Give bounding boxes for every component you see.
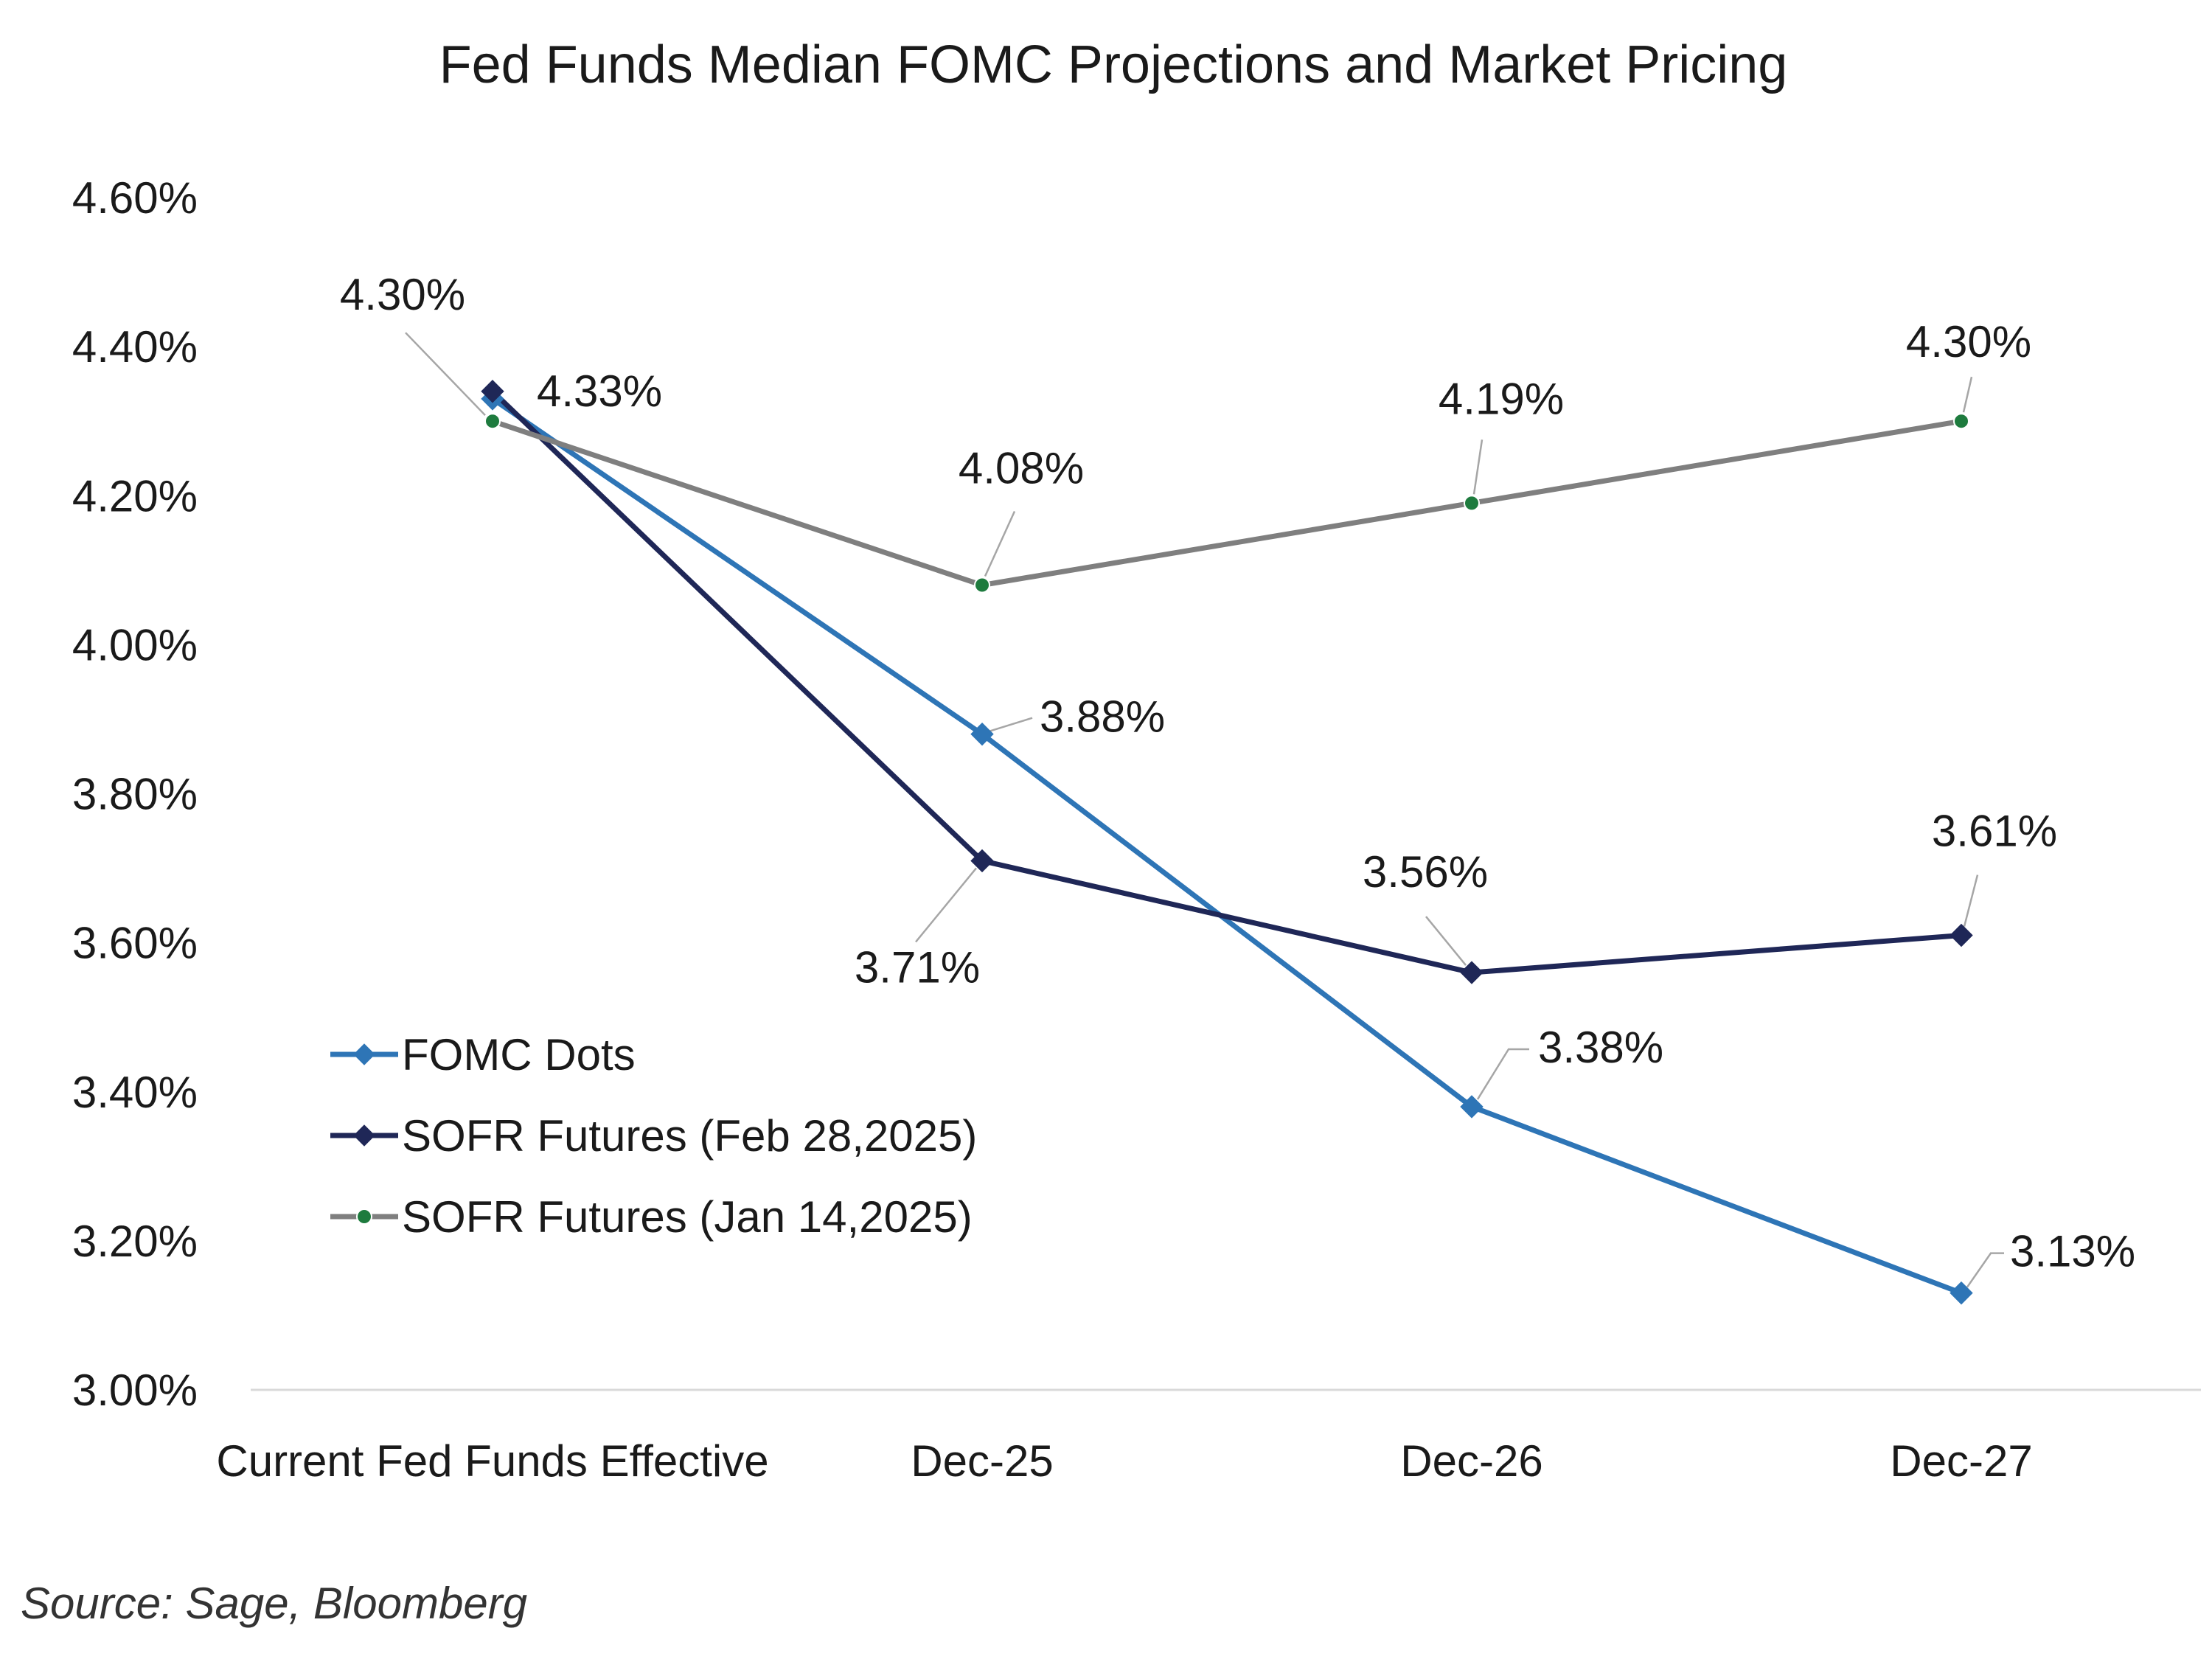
y-tick-label: 4.60%	[72, 173, 198, 223]
legend-swatch-marker	[353, 1043, 375, 1065]
label-leader-line	[1966, 1252, 2004, 1288]
label-leader-line	[1425, 916, 1467, 966]
fomc-dots-label: 3.13%	[2010, 1227, 2135, 1276]
fomc-dots-label: 3.38%	[1538, 1023, 1663, 1072]
y-tick-label: 4.20%	[72, 471, 198, 521]
label-leader-line	[1962, 376, 1973, 413]
sofr-feb-point	[970, 849, 994, 873]
legend-swatch-marker	[353, 1124, 375, 1147]
sofr-feb-label: 3.71%	[855, 942, 980, 992]
legend-label: FOMC Dots	[402, 1030, 636, 1079]
chart-title: Fed Funds Median FOMC Projections and Ma…	[439, 35, 1788, 94]
legend-item-sofr-jan: SOFR Futures (Jan 14,2025)	[330, 1192, 973, 1242]
y-tick-label: 3.80%	[72, 770, 198, 819]
legend-item-fomc-dots: FOMC Dots	[330, 1030, 636, 1079]
sofr-jan-point	[974, 577, 990, 594]
x-tick-label: Dec-26	[1400, 1436, 1543, 1486]
sofr-jan-line	[491, 418, 1962, 588]
x-tick-label: Dec-27	[1890, 1436, 2032, 1486]
label-leader-line	[1963, 874, 1979, 927]
fomc-dots-label: 4.33%	[537, 366, 662, 416]
label-leader-line	[1476, 1048, 1529, 1100]
label-leader-line	[984, 511, 1016, 577]
fomc-dots-point	[1460, 1095, 1484, 1119]
fomc-dots-line	[491, 396, 1963, 1295]
fomc-dots-point	[1950, 1281, 1973, 1305]
label-leader-lines	[405, 332, 2004, 1288]
x-tick-label: Current Fed Funds Effective	[216, 1436, 768, 1486]
x-tick-label: Dec-25	[911, 1436, 1053, 1486]
sofr-feb-label: 3.61%	[1932, 807, 2057, 856]
series-lines	[490, 389, 1963, 1295]
y-tick-label: 3.40%	[72, 1068, 198, 1117]
series-markers	[481, 380, 1973, 1305]
legend-swatch-marker	[356, 1208, 372, 1225]
fomc-dots-label: 3.88%	[1040, 692, 1165, 742]
source-note: Source: Sage, Bloomberg	[21, 1579, 527, 1628]
legend: FOMC Dots SOFR Futures (Feb 28,2025) SOFR …	[330, 1030, 977, 1242]
label-leader-line	[915, 867, 977, 943]
sofr-jan-label: 4.19%	[1439, 374, 1564, 423]
x-axis: Current Fed Funds Effective Dec-25 Dec-26 D…	[216, 1436, 2032, 1486]
y-axis: 3.00% 3.20% 3.40% 3.60% 3.80% 4.00% 4.20% 4.40%…	[72, 173, 198, 1415]
sofr-jan-label: 4.30%	[340, 270, 465, 319]
sofr-feb-line	[490, 389, 1962, 975]
sofr-jan-label: 4.08%	[959, 444, 1084, 493]
y-tick-label: 4.00%	[72, 620, 198, 669]
data-labels: 4.33% 3.88% 3.38% 3.13% 3.71% 3.56% 3.61% 4.30%…	[340, 270, 2135, 1276]
label-leader-line	[1472, 439, 1484, 495]
y-tick-label: 3.60%	[72, 919, 198, 968]
sofr-jan-point	[1464, 495, 1480, 512]
y-tick-label: 3.20%	[72, 1217, 198, 1266]
sofr-feb-point	[1460, 961, 1484, 984]
label-leader-line	[989, 717, 1033, 732]
legend-item-sofr-feb: SOFR Futures (Feb 28,2025)	[330, 1111, 977, 1161]
sofr-jan-point	[484, 413, 501, 430]
label-leader-line	[405, 332, 486, 417]
legend-label: SOFR Futures (Jan 14,2025)	[402, 1192, 973, 1242]
sofr-feb-point	[481, 380, 504, 403]
sofr-jan-point	[1953, 413, 1969, 430]
sofr-feb-label: 3.56%	[1363, 847, 1488, 897]
y-tick-label: 4.40%	[72, 322, 198, 372]
sofr-feb-point	[1950, 923, 1973, 947]
y-tick-label: 3.00%	[72, 1366, 198, 1415]
fomc-dots-point	[970, 722, 994, 746]
legend-label: SOFR Futures (Feb 28,2025)	[402, 1111, 977, 1161]
sofr-jan-label: 4.30%	[1906, 317, 2031, 366]
